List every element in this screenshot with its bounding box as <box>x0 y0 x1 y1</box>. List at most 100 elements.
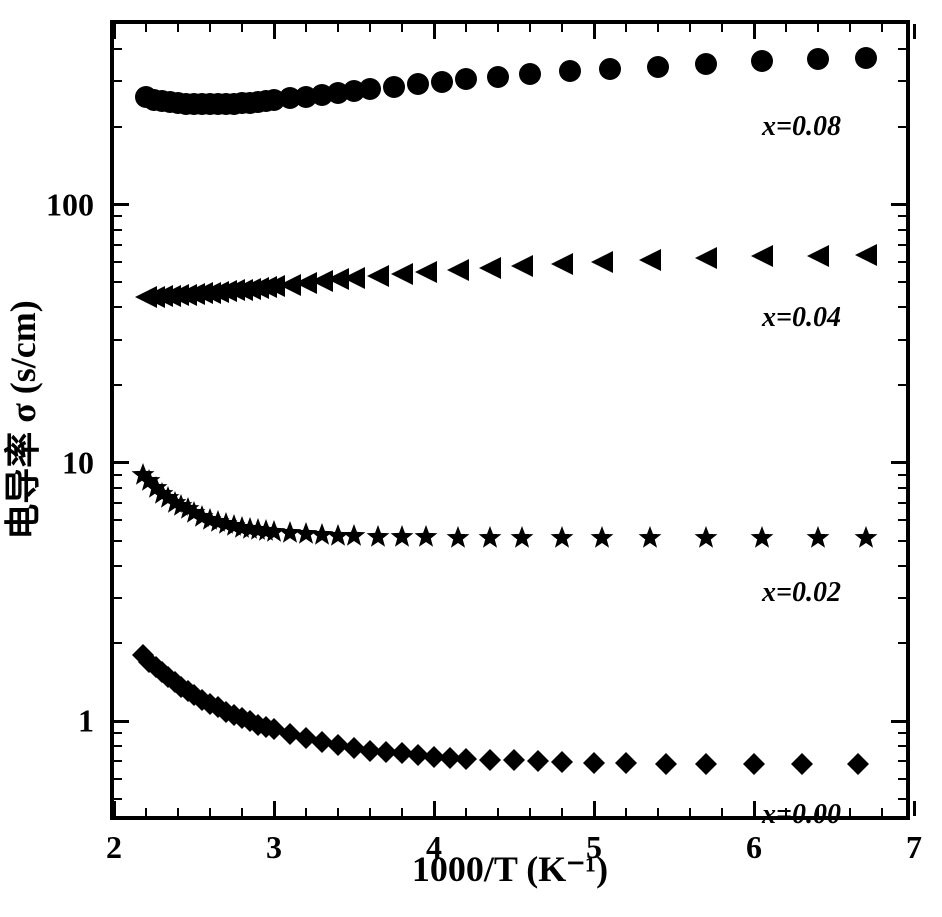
xtick-major <box>113 24 116 39</box>
ytick-minor <box>898 474 906 476</box>
data-point-x002 <box>854 526 878 550</box>
xtick-minor <box>465 808 467 816</box>
ytick-minor <box>898 502 906 504</box>
data-point-x002 <box>694 526 718 550</box>
ytick-minor <box>898 339 906 341</box>
ytick-minor <box>114 565 122 567</box>
data-point-x000 <box>615 752 637 774</box>
xtick-major <box>913 24 916 39</box>
ytick-minor <box>114 597 122 599</box>
data-point-x000 <box>695 753 717 775</box>
xtick-major <box>273 801 276 816</box>
ytick-minor <box>898 80 906 82</box>
data-point-x008 <box>455 68 477 90</box>
xtick-minor <box>465 24 467 32</box>
xtick-minor <box>689 24 691 32</box>
data-point-x008 <box>359 78 381 100</box>
data-point-x004 <box>639 249 661 271</box>
xtick-minor <box>337 24 339 32</box>
ytick-minor <box>898 798 906 800</box>
ytick-minor <box>898 306 906 308</box>
data-point-x004 <box>855 244 877 266</box>
ytick-minor <box>114 80 122 82</box>
xtick-minor <box>337 808 339 816</box>
xtick-minor <box>849 808 851 816</box>
ytick-label: 10 <box>62 444 94 481</box>
xtick-major <box>433 801 436 816</box>
ytick-minor <box>898 244 906 246</box>
data-point-x002 <box>446 526 470 550</box>
data-point-x008 <box>695 53 717 75</box>
ytick-minor <box>898 215 906 217</box>
ytick-minor <box>898 281 906 283</box>
data-point-x000 <box>551 751 573 773</box>
ytick-minor <box>898 642 906 644</box>
data-point-x008 <box>855 47 877 69</box>
data-point-x000 <box>743 753 765 775</box>
xtick-major <box>593 24 596 39</box>
xtick-minor <box>657 24 659 32</box>
xtick-minor <box>305 808 307 816</box>
ytick-minor <box>114 48 122 50</box>
ytick-minor <box>898 48 906 50</box>
ytick-minor <box>898 732 906 734</box>
ytick-minor <box>114 215 122 217</box>
series-label-x008: x=0.08 <box>762 111 841 143</box>
data-point-x004 <box>391 263 413 285</box>
ytick-minor <box>114 474 122 476</box>
xtick-major <box>113 801 116 816</box>
ytick-minor <box>114 126 122 128</box>
ytick-minor <box>114 487 122 489</box>
xtick-minor <box>177 808 179 816</box>
series-label-x004: x=0.04 <box>762 302 841 334</box>
ytick-minor <box>114 760 122 762</box>
xtick-minor <box>241 24 243 32</box>
data-point-x000 <box>791 753 813 775</box>
ytick-minor <box>114 540 122 542</box>
xtick-minor <box>369 808 371 816</box>
plot-area: 2 3 4 5 6 7 1 10 100 x=0.08x=0.04x=0.02x… <box>110 20 910 820</box>
xtick-major <box>753 801 756 816</box>
data-point-x008 <box>431 71 453 93</box>
xtick-minor <box>177 24 179 32</box>
x-axis-label: 1000/T (K⁻¹) <box>412 848 608 890</box>
data-point-x008 <box>407 73 429 95</box>
series-label-x002: x=0.02 <box>762 577 841 609</box>
xtick-minor <box>817 24 819 32</box>
data-point-x002 <box>342 524 366 548</box>
ytick-minor <box>898 384 906 386</box>
data-point-x002 <box>550 526 574 550</box>
xtick-minor <box>209 24 211 32</box>
xtick-major <box>913 801 916 816</box>
data-point-x004 <box>695 247 717 269</box>
data-point-x008 <box>751 50 773 72</box>
data-point-x008 <box>519 63 541 85</box>
y-axis-label: 电导率 σ (s/cm) <box>0 220 46 620</box>
xtick-minor <box>145 24 147 32</box>
xtick-minor <box>689 808 691 816</box>
ytick-major <box>114 720 129 723</box>
ytick-minor <box>898 229 906 231</box>
data-point-x002 <box>414 525 438 549</box>
xtick-minor <box>529 24 531 32</box>
ytick-minor <box>114 339 122 341</box>
data-point-x000 <box>503 749 525 771</box>
ytick-minor <box>114 384 122 386</box>
ytick-minor <box>114 229 122 231</box>
data-point-x000 <box>455 748 477 770</box>
data-point-x002 <box>806 526 830 550</box>
xtick-minor <box>209 808 211 816</box>
ytick-minor <box>114 778 122 780</box>
ytick-minor <box>898 778 906 780</box>
xtick-minor <box>721 808 723 816</box>
xtick-major <box>593 801 596 816</box>
ytick-label: 100 <box>46 186 94 223</box>
ytick-major <box>891 203 906 206</box>
data-point-x008 <box>559 60 581 82</box>
conductivity-chart: 电导率 σ (s/cm) 2 3 4 5 6 7 1 10 100 x=0.08… <box>110 20 910 820</box>
ytick-minor <box>898 540 906 542</box>
xtick-minor <box>241 808 243 816</box>
data-point-x004 <box>343 267 365 289</box>
data-point-x000 <box>847 753 869 775</box>
ytick-minor <box>114 306 122 308</box>
